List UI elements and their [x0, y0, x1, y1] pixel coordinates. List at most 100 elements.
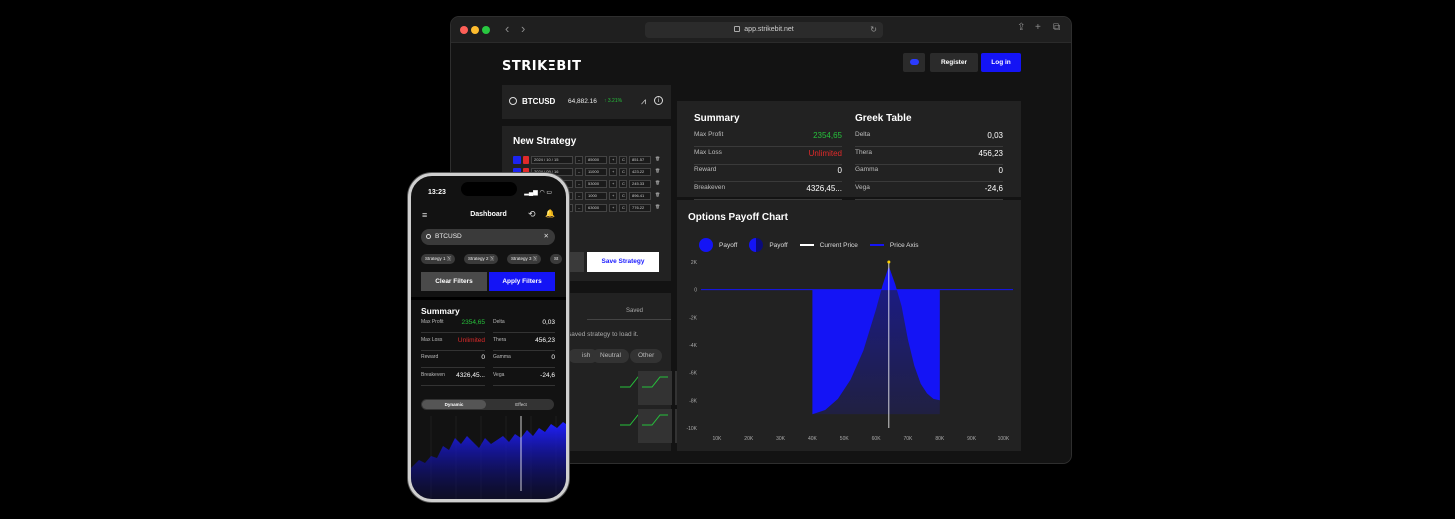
leg-side-toggle[interactable]: – [575, 204, 583, 212]
leg-side-toggle[interactable]: – [575, 192, 583, 200]
info-icon[interactable]: i [654, 96, 663, 105]
chart-mode-toggle[interactable]: Dynamic Effect [421, 399, 554, 410]
url-text: app.strikebit.net [744, 26, 794, 33]
strategy-chip-2[interactable]: Strategy 2 🅂 [464, 254, 499, 264]
legend-current-price[interactable]: Current Price [819, 241, 858, 249]
leg-side-toggle[interactable]: – [575, 168, 583, 176]
phone-summary-row: Max Loss Unlimited [421, 337, 485, 351]
phone-search-input[interactable]: BTCUSD ✕ [421, 229, 555, 245]
greek-value: 0 [998, 166, 1003, 175]
close-window-button[interactable] [460, 26, 468, 34]
search-icon [426, 234, 431, 239]
legend-price-axis[interactable]: Price Axis [889, 241, 919, 249]
delete-leg-icon[interactable]: 🗑 [655, 204, 661, 209]
strategy-template-tile[interactable]: Iron Butterfly [638, 409, 700, 443]
leg-plus-toggle[interactable]: + [609, 192, 617, 200]
leg-plus-toggle[interactable]: + [609, 204, 617, 212]
x-tick-label: 10K [712, 436, 722, 442]
history-icon[interactable]: ⟲ [528, 209, 536, 219]
clear-filters-button[interactable]: Clear Filters [421, 272, 487, 291]
summary-row: Max Loss Unlimited [694, 149, 842, 165]
maximize-window-button[interactable] [482, 26, 490, 34]
leg-expiry-date[interactable]: 2024 / 10 / 15 [531, 156, 573, 164]
delete-leg-icon[interactable]: 🗑 [655, 180, 661, 185]
chart-icon[interactable]: ⩘ [641, 96, 647, 106]
leg-strike-input[interactable]: 63000 [585, 204, 607, 212]
leg-side-toggle[interactable]: – [575, 180, 583, 188]
greek-row: Delta 0,03 [855, 131, 1003, 147]
login-button[interactable]: Log in [981, 53, 1021, 72]
delete-leg-icon[interactable]: 🗑 [655, 156, 661, 161]
apply-filters-button[interactable]: Apply Filters [489, 272, 555, 291]
reload-icon[interactable]: ↻ [870, 25, 877, 34]
delete-leg-icon[interactable]: 🗑 [655, 192, 661, 197]
leg-plus-toggle[interactable]: + [609, 180, 617, 188]
search-icon[interactable] [509, 97, 517, 105]
payoff-chart[interactable]: 2K 0 -2K -4K -6K -8K -10K 10K 20K 30K 40K 50K 60K 70K… [677, 256, 1021, 451]
leg-price[interactable]: 423.22 [629, 168, 651, 176]
summary-value: 2354,65 [813, 131, 842, 140]
strategy-leg-row[interactable]: 2024 / 10 / 15–85000 + C 851.57 🗑 [513, 156, 661, 164]
leg-price[interactable]: 776.22 [629, 204, 651, 212]
delete-leg-icon[interactable]: 🗑 [655, 168, 661, 173]
phone-mockup: 13:23 ▂▄▆ ◠ ▭ ≡ Dashboard ⟲ 🔔 BTCUSD ✕ S… [408, 173, 569, 502]
y-tick-label: -10K [686, 426, 697, 432]
save-strategy-button[interactable]: Save Strategy [587, 252, 659, 272]
leg-type-toggle[interactable]: C [619, 180, 627, 188]
ticker-panel: BTCUSD 64,882.16 ↑ 3.21% ⩘ i [502, 85, 671, 119]
tab-saved[interactable]: Saved [626, 308, 644, 314]
leg-plus-toggle[interactable]: + [609, 156, 617, 164]
payoff-area[interactable] [812, 266, 940, 415]
phone-price-chart[interactable] [411, 416, 566, 501]
leg-strike-input[interactable]: 85000 [585, 156, 607, 164]
filter-neutral[interactable]: Neutral [592, 349, 629, 363]
phone-time: 13:23 [428, 189, 446, 196]
tabs-overview-icon[interactable]: ⧉ [1053, 22, 1061, 33]
share-icon[interactable]: ⇪ [1017, 22, 1026, 33]
leg-plus-toggle[interactable]: + [609, 168, 617, 176]
strikebit-logo[interactable]: STRIKΞBIT [502, 59, 582, 74]
leg-side-toggle[interactable]: – [575, 156, 583, 164]
strategy-chip-4[interactable]: St [550, 254, 563, 264]
leg-type-toggle[interactable]: C [619, 156, 627, 164]
back-icon[interactable]: ‹ [505, 21, 510, 36]
leg-checkbox[interactable] [513, 156, 521, 164]
phone-summary-label: Reward [421, 354, 439, 360]
greek-row: Thera 456,23 [855, 149, 1003, 165]
leg-checkbox[interactable] [513, 168, 521, 176]
forward-icon[interactable]: › [521, 21, 526, 36]
strategy-chip-3[interactable]: Strategy 3 🅂 [507, 254, 542, 264]
register-button[interactable]: Register [930, 53, 978, 72]
discord-button[interactable] [903, 53, 925, 72]
leg-strike-input[interactable]: 53000 [585, 180, 607, 188]
legend-payoff-2[interactable]: Payoff [769, 241, 788, 249]
clear-search-icon[interactable]: ✕ [543, 233, 549, 240]
address-bar[interactable]: app.strikebit.net ↻ [645, 22, 883, 38]
leg-type-toggle[interactable]: C [619, 204, 627, 212]
current-price-marker [887, 260, 891, 264]
leg-strike-input[interactable]: 11000 [585, 168, 607, 176]
leg-price[interactable]: 896.41 [629, 192, 651, 200]
summary-label: Breakeven [694, 183, 726, 191]
filter-other[interactable]: Other [630, 349, 663, 363]
search-value: BTCUSD [435, 233, 462, 240]
bell-icon[interactable]: 🔔 [545, 209, 555, 218]
leg-color-marker [523, 156, 529, 164]
filter-bullish[interactable]: ish [568, 349, 599, 363]
leg-type-toggle[interactable]: C [619, 168, 627, 176]
hamburger-menu-icon[interactable]: ≡ [422, 210, 428, 220]
leg-strike-input[interactable]: 1000 [585, 192, 607, 200]
strategy-chip-1[interactable]: Strategy 1 🅂 [421, 254, 456, 264]
leg-type-toggle[interactable]: C [619, 192, 627, 200]
strategy-leg-row[interactable]: 2024 / 09 / 16–11000 + C 423.22 🗑 [513, 168, 661, 176]
legend-payoff[interactable]: Payoff [719, 241, 738, 249]
greek-value: 0,03 [987, 131, 1003, 140]
new-tab-icon[interactable]: + [1035, 22, 1041, 33]
leg-price[interactable]: 851.57 [629, 156, 651, 164]
leg-price[interactable]: 245.33 [629, 180, 651, 188]
ticker-symbol[interactable]: BTCUSD [522, 97, 556, 106]
strategy-template-tile[interactable]: Bull Spread [638, 371, 699, 405]
toggle-effect[interactable]: Effect [515, 402, 527, 407]
minimize-window-button[interactable] [471, 26, 479, 34]
toggle-dynamic[interactable]: Dynamic [422, 400, 486, 409]
